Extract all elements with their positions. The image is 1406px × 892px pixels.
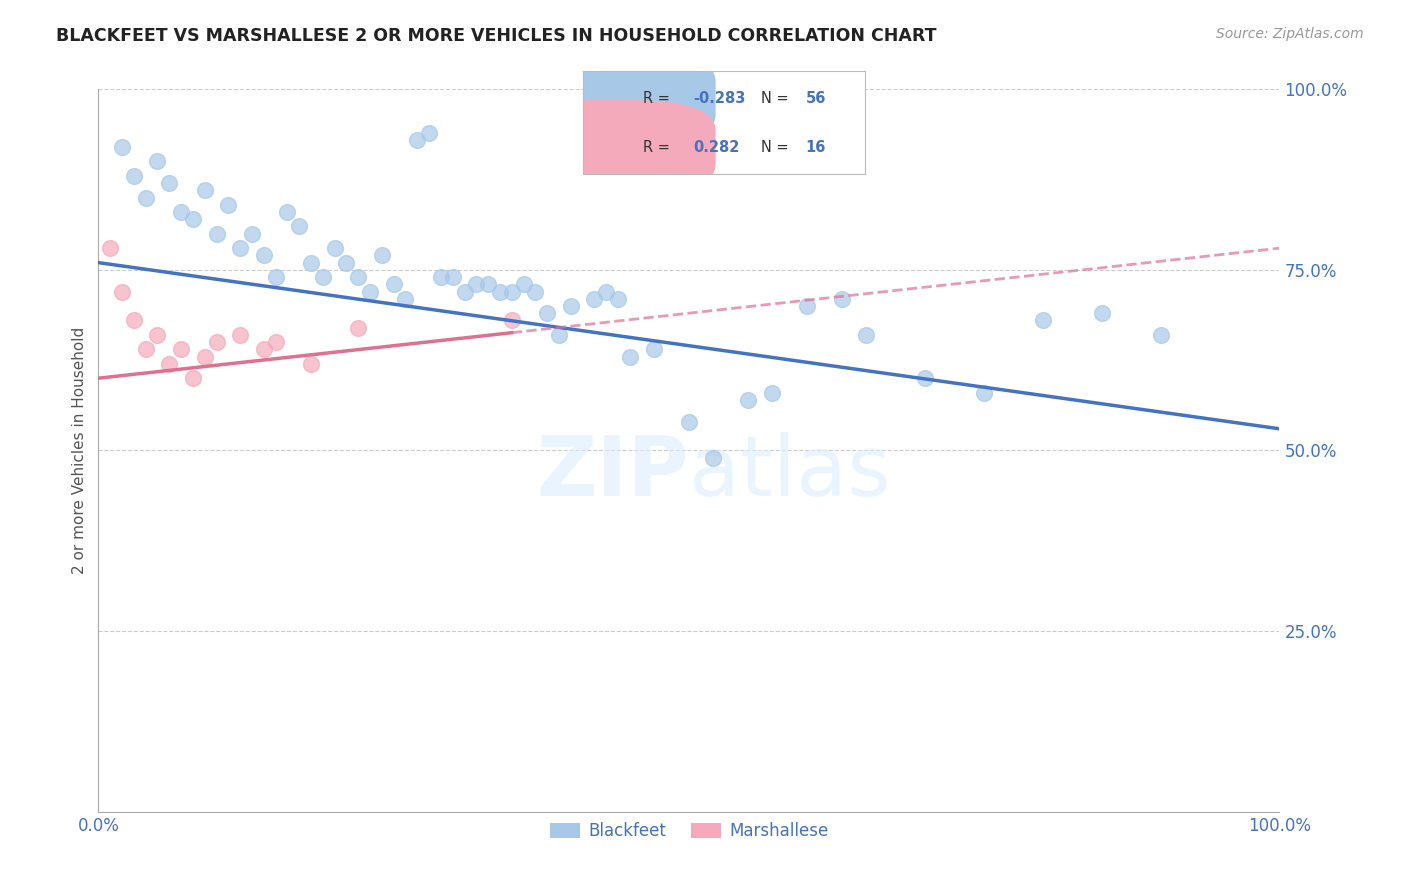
Point xyxy=(323,241,346,255)
Point xyxy=(122,169,145,183)
Point xyxy=(264,270,287,285)
Point xyxy=(170,205,193,219)
Point xyxy=(170,343,193,357)
Point xyxy=(441,270,464,285)
Point xyxy=(157,176,180,190)
Point xyxy=(371,248,394,262)
Point xyxy=(98,241,121,255)
Point xyxy=(276,205,298,219)
Text: -0.283: -0.283 xyxy=(693,90,745,105)
Point xyxy=(335,255,357,269)
Point xyxy=(253,248,276,262)
Point xyxy=(111,285,134,299)
Text: R =: R = xyxy=(643,140,673,155)
Point xyxy=(619,350,641,364)
Point xyxy=(146,327,169,342)
Point xyxy=(312,270,335,285)
Point xyxy=(288,219,311,234)
Point xyxy=(477,277,499,292)
Point xyxy=(205,334,228,349)
Point xyxy=(181,212,204,227)
Point xyxy=(135,191,157,205)
Point xyxy=(465,277,488,292)
Point xyxy=(229,327,252,342)
Point xyxy=(501,285,523,299)
Point xyxy=(560,299,582,313)
Text: 56: 56 xyxy=(806,90,825,105)
Point xyxy=(111,140,134,154)
Point xyxy=(217,198,239,212)
Point xyxy=(607,292,630,306)
Text: N =: N = xyxy=(761,140,793,155)
Point xyxy=(831,292,853,306)
Point xyxy=(253,343,276,357)
Text: R =: R = xyxy=(643,90,673,105)
Point xyxy=(299,357,322,371)
Point xyxy=(382,277,405,292)
Point xyxy=(194,350,217,364)
Point xyxy=(122,313,145,327)
Point xyxy=(194,183,217,197)
Text: BLACKFEET VS MARSHALLESE 2 OR MORE VEHICLES IN HOUSEHOLD CORRELATION CHART: BLACKFEET VS MARSHALLESE 2 OR MORE VEHIC… xyxy=(56,27,936,45)
Point xyxy=(678,415,700,429)
Text: Source: ZipAtlas.com: Source: ZipAtlas.com xyxy=(1216,27,1364,41)
Point xyxy=(1032,313,1054,327)
Point xyxy=(524,285,547,299)
Point xyxy=(796,299,818,313)
FancyBboxPatch shape xyxy=(510,51,716,145)
Point xyxy=(855,327,877,342)
Text: ZIP: ZIP xyxy=(537,432,689,513)
Point xyxy=(702,450,724,465)
Point xyxy=(643,343,665,357)
Point xyxy=(418,126,440,140)
Point xyxy=(548,327,571,342)
Point xyxy=(1150,327,1173,342)
Point xyxy=(240,227,263,241)
Point xyxy=(430,270,453,285)
Point xyxy=(512,277,534,292)
Point xyxy=(347,270,370,285)
Point xyxy=(536,306,558,320)
Legend: Blackfeet, Marshallese: Blackfeet, Marshallese xyxy=(543,815,835,847)
Text: 0.282: 0.282 xyxy=(693,140,740,155)
Point xyxy=(181,371,204,385)
Point xyxy=(135,343,157,357)
Text: 16: 16 xyxy=(806,140,825,155)
Point xyxy=(973,385,995,400)
Point xyxy=(501,313,523,327)
Point xyxy=(394,292,416,306)
Point xyxy=(157,357,180,371)
Point xyxy=(146,154,169,169)
Point xyxy=(406,133,429,147)
Point xyxy=(205,227,228,241)
FancyBboxPatch shape xyxy=(510,100,716,194)
Point xyxy=(359,285,381,299)
Point xyxy=(264,334,287,349)
Text: atlas: atlas xyxy=(689,432,890,513)
Point xyxy=(299,255,322,269)
Text: N =: N = xyxy=(761,90,793,105)
Point xyxy=(1091,306,1114,320)
Point xyxy=(595,285,617,299)
Point xyxy=(761,385,783,400)
Point xyxy=(583,292,606,306)
Point xyxy=(453,285,475,299)
Point xyxy=(737,392,759,407)
Point xyxy=(489,285,512,299)
Point xyxy=(229,241,252,255)
Point xyxy=(914,371,936,385)
Point xyxy=(347,320,370,334)
Y-axis label: 2 or more Vehicles in Household: 2 or more Vehicles in Household xyxy=(72,326,87,574)
